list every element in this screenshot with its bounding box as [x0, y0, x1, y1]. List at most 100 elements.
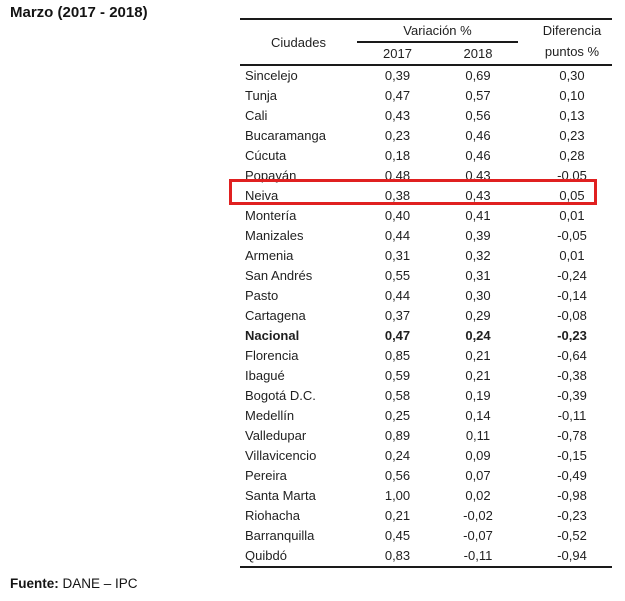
- value-2018-cell: -0,07: [463, 528, 493, 543]
- diff-cell: 0,30: [518, 64, 612, 86]
- value-2018-cell: 0,46: [465, 128, 491, 143]
- value-2017-cell: 0,43: [384, 108, 411, 123]
- source-label: Fuente:: [10, 576, 59, 591]
- diff-cell: -0,23: [557, 328, 587, 343]
- value-2017-cell: 0,25: [384, 408, 411, 423]
- table-row: San Andrés 0,55 0,31 -0,24: [240, 266, 612, 286]
- value-2017-cell: 0,55: [384, 268, 411, 283]
- value-2018-cell: 0,43: [465, 188, 491, 203]
- diff-cell: -0,64: [557, 348, 587, 363]
- city-cell: San Andrés: [245, 268, 313, 283]
- table-row: Manizales 0,44 0,39 -0,05: [240, 226, 612, 246]
- value-2017-cell: 0,39: [357, 64, 438, 86]
- diff-cell: -0,94: [557, 548, 587, 563]
- city-cell: Barranquilla: [245, 528, 315, 543]
- value-2018-cell: 0,32: [465, 248, 491, 263]
- diff-cell: -0,78: [557, 428, 587, 443]
- table-row: Valledupar 0,89 0,11 -0,78: [240, 426, 612, 446]
- value-2018-cell: 0,31: [465, 268, 491, 283]
- diff-cell: -0,38: [557, 368, 587, 383]
- value-2017-cell: 0,47: [384, 88, 411, 103]
- diff-cell: -0,98: [557, 488, 587, 503]
- value-2017-cell: 0,85: [384, 348, 411, 363]
- diff-cell: -0,11: [557, 408, 587, 423]
- city-cell: Bucaramanga: [245, 128, 326, 143]
- source-note: Fuente: DANE – IPC: [10, 576, 138, 591]
- value-2018-cell: 0,19: [465, 388, 491, 403]
- diff-cell: -0,15: [557, 448, 587, 463]
- table-row: Cúcuta 0,18 0,46 0,28: [240, 146, 612, 166]
- table-header: Ciudades Variación % Diferencia puntos %…: [240, 19, 612, 65]
- city-cell: Pereira: [245, 468, 287, 483]
- table-row: Neiva 0,38 0,43 0,05: [240, 186, 612, 206]
- table-body: Sincelejo 0,39 0,69 0,30 Tunja 0,47 0,57…: [240, 64, 612, 567]
- value-2018-cell: -0,02: [463, 508, 493, 523]
- diff-cell: -0,24: [557, 268, 587, 283]
- value-2017-cell: 0,18: [384, 148, 411, 163]
- table-row: Popayán 0,48 0,43 -0,05: [240, 166, 612, 186]
- value-2017-cell: 0,83: [384, 548, 411, 563]
- diff-cell: -0,39: [557, 388, 587, 403]
- city-cell: Neiva: [245, 188, 279, 203]
- value-2017-cell: 0,48: [384, 168, 411, 183]
- city-cell: Medellín: [245, 408, 295, 423]
- city-cell: Montería: [245, 208, 297, 223]
- source-text: DANE – IPC: [58, 576, 138, 591]
- value-2017-cell: 0,45: [384, 528, 411, 543]
- value-2018-cell: 0,41: [465, 208, 491, 223]
- city-cell: Ibagué: [245, 368, 285, 383]
- value-2018-cell: 0,07: [465, 468, 491, 483]
- city-cell: Sincelejo: [240, 64, 357, 86]
- table-row: Tunja 0,47 0,57 0,10: [240, 86, 612, 106]
- value-2017-cell: 0,59: [384, 368, 411, 383]
- diff-cell: 0,13: [559, 108, 585, 123]
- value-2017-cell: 0,58: [384, 388, 411, 403]
- table-row: Riohacha 0,21 -0,02 -0,23: [240, 506, 612, 526]
- city-cell: Riohacha: [245, 508, 300, 523]
- table-row: Cartagena 0,37 0,29 -0,08: [240, 306, 612, 326]
- header-variacion: Variación %: [357, 19, 518, 43]
- city-cell: Cali: [245, 108, 268, 123]
- diff-cell: -0,14: [557, 288, 587, 303]
- value-2017-cell: 0,31: [384, 248, 411, 263]
- value-2017-cell: 0,44: [384, 288, 411, 303]
- city-cell: Nacional: [245, 328, 300, 343]
- diff-cell: 0,01: [559, 208, 585, 223]
- value-2017-cell: 0,89: [384, 428, 411, 443]
- header-year-2018: 2018: [463, 46, 493, 61]
- value-2018-cell: 0,46: [465, 148, 491, 163]
- value-2018-cell: 0,56: [465, 108, 491, 123]
- table-row: Nacional 0,47 0,24 -0,23: [240, 326, 612, 346]
- table-row: Montería 0,40 0,41 0,01: [240, 206, 612, 226]
- city-cell: Santa Marta: [245, 488, 316, 503]
- table-row: Florencia 0,85 0,21 -0,64: [240, 346, 612, 366]
- value-2018-cell: 0,21: [465, 368, 491, 383]
- table-row: Santa Marta 1,00 0,02 -0,98: [240, 486, 612, 506]
- diff-cell: -0,49: [557, 468, 587, 483]
- value-2017-cell: 0,47: [384, 328, 411, 343]
- table-row: Bucaramanga 0,23 0,46 0,23: [240, 126, 612, 146]
- table-row: Cali 0,43 0,56 0,13: [240, 106, 612, 126]
- diff-cell: 0,23: [559, 128, 585, 143]
- city-cell: Manizales: [245, 228, 304, 243]
- city-cell: Valledupar: [245, 428, 307, 443]
- table-row: Villavicencio 0,24 0,09 -0,15: [240, 446, 612, 466]
- table-row: Bogotá D.C. 0,58 0,19 -0,39: [240, 386, 612, 406]
- diff-cell: -0,23: [557, 508, 587, 523]
- value-2018-cell: 0,43: [465, 168, 491, 183]
- table-row: Quibdó 0,83 -0,11 -0,94: [240, 546, 612, 567]
- table-row: Medellín 0,25 0,14 -0,11: [240, 406, 612, 426]
- diff-cell: -0,05: [557, 228, 587, 243]
- table-row: Barranquilla 0,45 -0,07 -0,52: [240, 526, 612, 546]
- value-2017-cell: 0,56: [384, 468, 411, 483]
- value-2017-cell: 0,37: [384, 308, 411, 323]
- value-2018-cell: 0,39: [465, 228, 491, 243]
- header-year-2017: 2017: [383, 46, 412, 61]
- diff-cell: 0,05: [559, 188, 585, 203]
- value-2018-cell: -0,11: [463, 548, 493, 563]
- ipc-table-container: Ciudades Variación % Diferencia puntos %…: [240, 18, 612, 568]
- value-2018-cell: 0,21: [465, 348, 491, 363]
- diff-cell: -0,52: [557, 528, 587, 543]
- header-diferencia-line2: puntos %: [544, 44, 600, 59]
- table-row: Sincelejo 0,39 0,69 0,30: [240, 64, 612, 86]
